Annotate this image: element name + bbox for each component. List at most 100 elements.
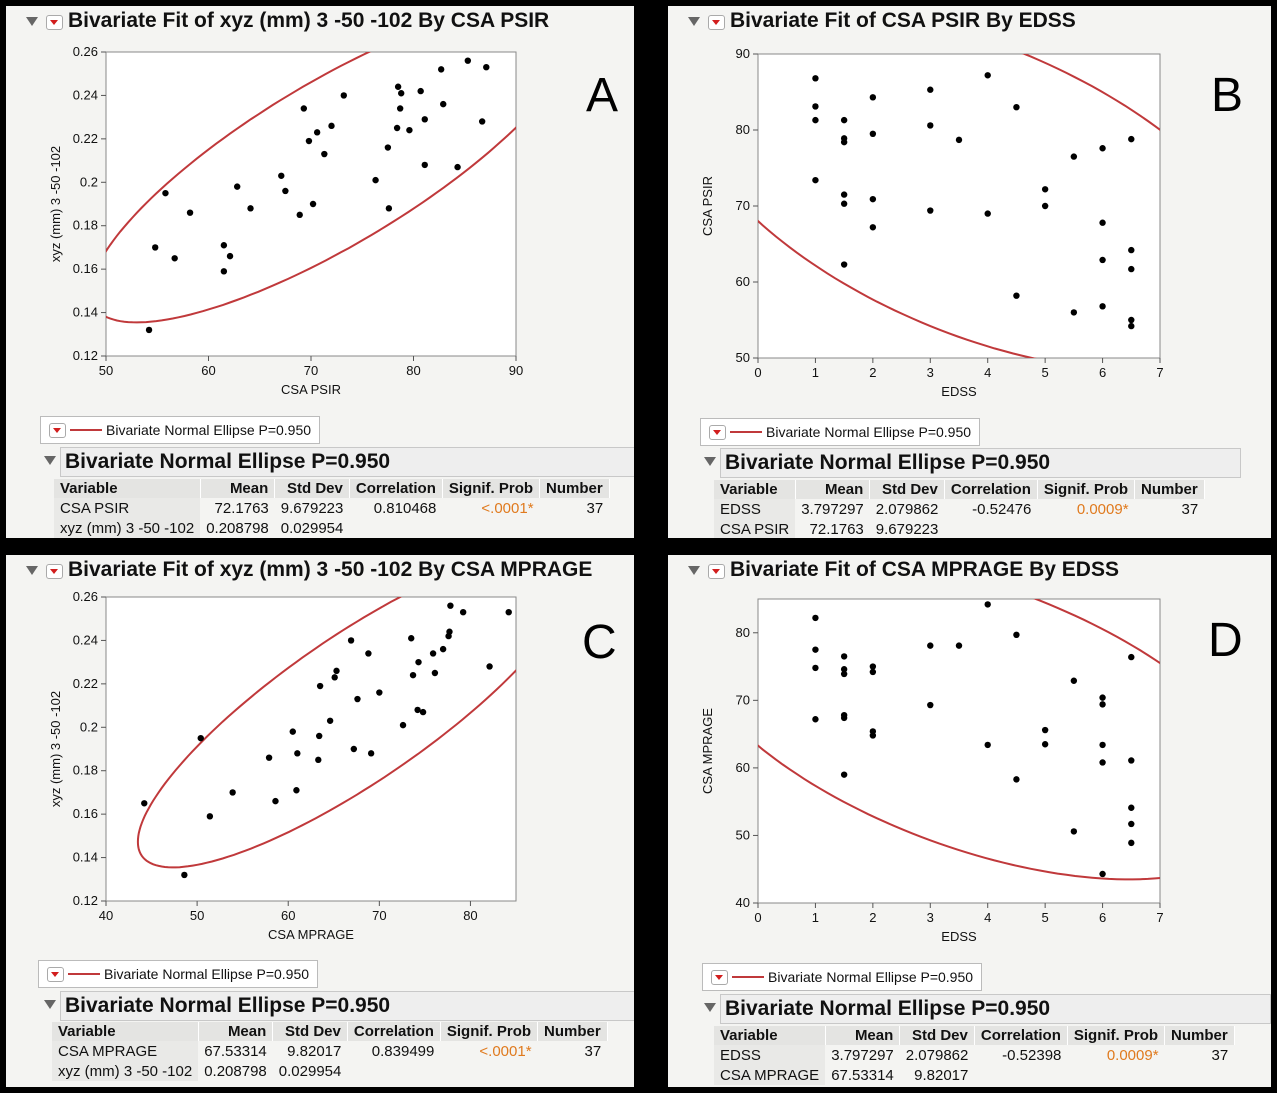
data-point xyxy=(278,172,285,179)
column-header[interactable]: Signif. Prob xyxy=(442,479,541,498)
y-tick-label: 90 xyxy=(736,46,750,61)
data-point xyxy=(421,161,428,169)
x-axis-label: EDSS xyxy=(941,929,977,944)
panel-header: Bivariate Fit of xyz (mm) 3 -50 -102 By … xyxy=(6,555,634,587)
table-row: xyz (mm) 3 -50 -102 0.208798 0.029954 xyxy=(54,518,609,538)
data-point xyxy=(419,708,427,716)
signif-prob-cell xyxy=(442,518,539,538)
red-hotspot-menu-icon[interactable] xyxy=(709,424,726,440)
data-point xyxy=(1128,316,1135,324)
disclosure-triangle-icon[interactable] xyxy=(688,17,700,26)
data-point xyxy=(1099,870,1106,878)
column-header[interactable]: Mean xyxy=(795,480,871,499)
x-tick-label: 2 xyxy=(869,365,876,380)
column-header[interactable]: Number xyxy=(537,1022,608,1041)
data-point xyxy=(415,658,422,666)
panel-title: Bivariate Fit of CSA MPRAGE By EDSS xyxy=(730,558,1119,581)
red-hotspot-menu-icon[interactable] xyxy=(47,966,64,982)
data-point xyxy=(869,668,877,676)
column-header[interactable]: Std Dev xyxy=(899,1026,975,1045)
data-point xyxy=(1128,820,1135,828)
disclosure-triangle-icon[interactable] xyxy=(688,566,700,575)
column-header[interactable]: Std Dev xyxy=(869,480,945,499)
confidence-ellipse xyxy=(106,52,516,324)
column-header[interactable]: Mean xyxy=(198,1022,274,1041)
confidence-ellipse xyxy=(758,599,1160,881)
disclosure-triangle-icon[interactable] xyxy=(26,17,38,26)
data-point xyxy=(234,183,241,190)
data-point xyxy=(431,669,439,677)
table-row: xyz (mm) 3 -50 -102 0.208798 0.029954 xyxy=(52,1061,607,1081)
plot-svg: 0 1 2 3 4 5 6 7 40 50 60 70 80 EDSS CSA MPRAGE xyxy=(700,598,1164,944)
signif-prob-cell xyxy=(440,1061,537,1081)
red-hotspot-menu-icon[interactable] xyxy=(708,564,725,579)
data-point xyxy=(812,103,819,110)
column-header[interactable]: Correlation xyxy=(347,1022,441,1041)
column-header[interactable]: Variable xyxy=(714,480,796,499)
data-point xyxy=(840,653,848,660)
data-point xyxy=(464,57,472,64)
column-header[interactable]: Correlation xyxy=(974,1026,1068,1045)
x-tick-label: 0 xyxy=(754,910,761,925)
column-header[interactable]: Signif. Prob xyxy=(1067,1026,1166,1045)
red-hotspot-menu-icon[interactable] xyxy=(711,969,728,985)
table-cell: CSA MPRAGE xyxy=(714,1065,826,1085)
data-point xyxy=(313,129,321,136)
data-point xyxy=(483,64,490,71)
data-point xyxy=(398,90,405,97)
column-header[interactable]: Number xyxy=(1134,480,1205,499)
table-cell: 72.1763 xyxy=(214,499,269,517)
table-cell: 2.079862 xyxy=(905,1046,969,1064)
disclosure-triangle-icon[interactable] xyxy=(44,1000,56,1009)
data-point xyxy=(145,326,153,334)
data-point xyxy=(282,187,289,195)
y-axis-label: xyz (mm) 3 -50 -102 xyxy=(48,691,63,807)
disclosure-triangle-icon[interactable] xyxy=(26,566,38,575)
disclosure-triangle-icon[interactable] xyxy=(704,457,716,466)
data-point xyxy=(1099,145,1106,152)
table-cell: 3.797297 xyxy=(801,500,864,518)
column-header[interactable]: Number xyxy=(539,479,610,498)
column-header[interactable]: Number xyxy=(1164,1026,1235,1045)
table-row: CSA PSIR 72.1763 9.679223 0.810468 <.0001* 37 xyxy=(54,498,609,518)
stats-table: Variable Mean Std Dev Correlation Signif. Pr… xyxy=(714,480,1205,538)
column-header[interactable]: Mean xyxy=(825,1026,901,1045)
column-header[interactable]: Variable xyxy=(54,479,201,498)
table-header-row: Variable Mean Std Dev Correlation Signif. Pr… xyxy=(714,480,1205,499)
table-cell xyxy=(538,1061,608,1081)
disclosure-triangle-icon[interactable] xyxy=(44,456,56,465)
data-point xyxy=(840,191,848,198)
y-tick-label: 0.2 xyxy=(80,174,98,189)
table-cell: 67.53314 xyxy=(204,1042,267,1060)
column-header[interactable]: Correlation xyxy=(944,480,1038,499)
column-header[interactable]: Std Dev xyxy=(274,479,350,498)
red-hotspot-menu-icon[interactable] xyxy=(708,15,725,30)
data-point xyxy=(1099,256,1106,264)
table-header-row: Variable Mean Std Dev Correlation Signif. Pr… xyxy=(714,1026,1235,1045)
column-header[interactable]: Variable xyxy=(714,1026,826,1045)
x-tick-label: 6 xyxy=(1099,910,1106,925)
column-header[interactable]: Signif. Prob xyxy=(1037,480,1136,499)
column-header[interactable]: Signif. Prob xyxy=(440,1022,539,1041)
data-point xyxy=(316,682,324,690)
column-header[interactable]: Std Dev xyxy=(272,1022,348,1041)
disclosure-triangle-icon[interactable] xyxy=(704,1003,716,1012)
data-point xyxy=(437,66,445,73)
y-tick-label: 0.16 xyxy=(73,806,98,821)
table-cell: -0.52476 xyxy=(972,500,1032,518)
data-point xyxy=(984,741,991,749)
column-header[interactable]: Mean xyxy=(200,479,276,498)
red-hotspot-menu-icon[interactable] xyxy=(46,564,63,579)
stats-table: Variable Mean Std Dev Correlation Signif. Pr… xyxy=(52,1022,608,1081)
red-hotspot-menu-icon[interactable] xyxy=(46,15,63,30)
x-axis-label: CSA PSIR xyxy=(281,382,341,397)
legend: Bivariate Normal Ellipse P=0.950 xyxy=(38,960,319,988)
column-header[interactable]: Variable xyxy=(52,1022,199,1041)
x-tick-label: 3 xyxy=(927,365,934,380)
signif-prob-cell: 0.0009* xyxy=(1076,500,1129,518)
table-cell xyxy=(974,1065,1067,1085)
data-point xyxy=(984,601,991,608)
data-point xyxy=(955,642,963,649)
column-header[interactable]: Correlation xyxy=(349,479,443,498)
red-hotspot-menu-icon[interactable] xyxy=(49,422,66,438)
